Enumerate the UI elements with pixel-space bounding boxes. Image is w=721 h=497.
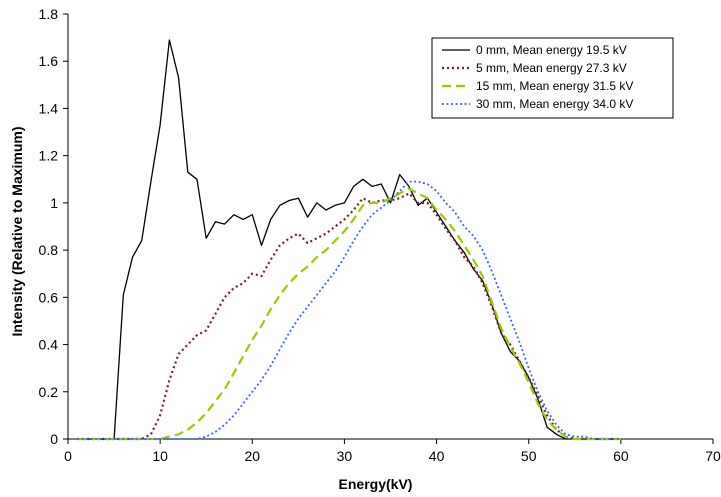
x-tick-label: 30 <box>337 448 353 464</box>
y-tick-label: 1.4 <box>39 100 59 116</box>
x-axis-ticks: 0 10 20 30 40 50 60 70 <box>64 439 721 464</box>
x-tick-label: 60 <box>613 448 629 464</box>
series-line-1 <box>77 192 621 441</box>
y-axis-ticks: 0 0.2 0.4 0.6 0.8 1 1.2 1.4 1.6 1.8 <box>39 6 68 447</box>
y-tick-label: 1 <box>50 195 58 211</box>
y-tick-label: 0.4 <box>39 337 59 353</box>
legend-label-0: 0 mm, Mean energy 19.5 kV <box>476 43 627 57</box>
x-tick-label: 40 <box>429 448 445 464</box>
y-tick-label: 1.2 <box>39 148 59 164</box>
x-tick-label: 10 <box>152 448 168 464</box>
legend-box <box>431 37 674 119</box>
x-tick-label: 70 <box>705 448 721 464</box>
y-tick-label: 0.2 <box>39 384 59 400</box>
series-line-0 <box>77 39 621 440</box>
legend-label-1: 5 mm, Mean energy 27.3 kV <box>476 61 627 75</box>
x-tick-label: 20 <box>244 448 260 464</box>
y-tick-label: 1.8 <box>39 6 59 22</box>
legend-label-2: 15 mm, Mean energy 31.5 kV <box>476 79 633 93</box>
y-tick-label: 0 <box>50 431 58 447</box>
y-axis-title: Intensity (Relative to Maximum) <box>9 126 25 336</box>
series-line-2 <box>77 187 621 441</box>
legend: 0 mm, Mean energy 19.5 kV 5 mm, Mean ener… <box>431 37 674 119</box>
series-line-3 <box>77 180 621 440</box>
y-tick-label: 0.6 <box>39 289 59 305</box>
legend-label-3: 30 mm, Mean energy 34.0 kV <box>476 97 633 111</box>
x-tick-label: 0 <box>64 448 72 464</box>
y-tick-label: 1.6 <box>39 53 59 69</box>
x-tick-label: 50 <box>521 448 537 464</box>
y-tick-label: 0.8 <box>39 242 59 258</box>
x-axis-title: Energy(kV) <box>339 476 413 492</box>
series-lines <box>77 39 621 441</box>
